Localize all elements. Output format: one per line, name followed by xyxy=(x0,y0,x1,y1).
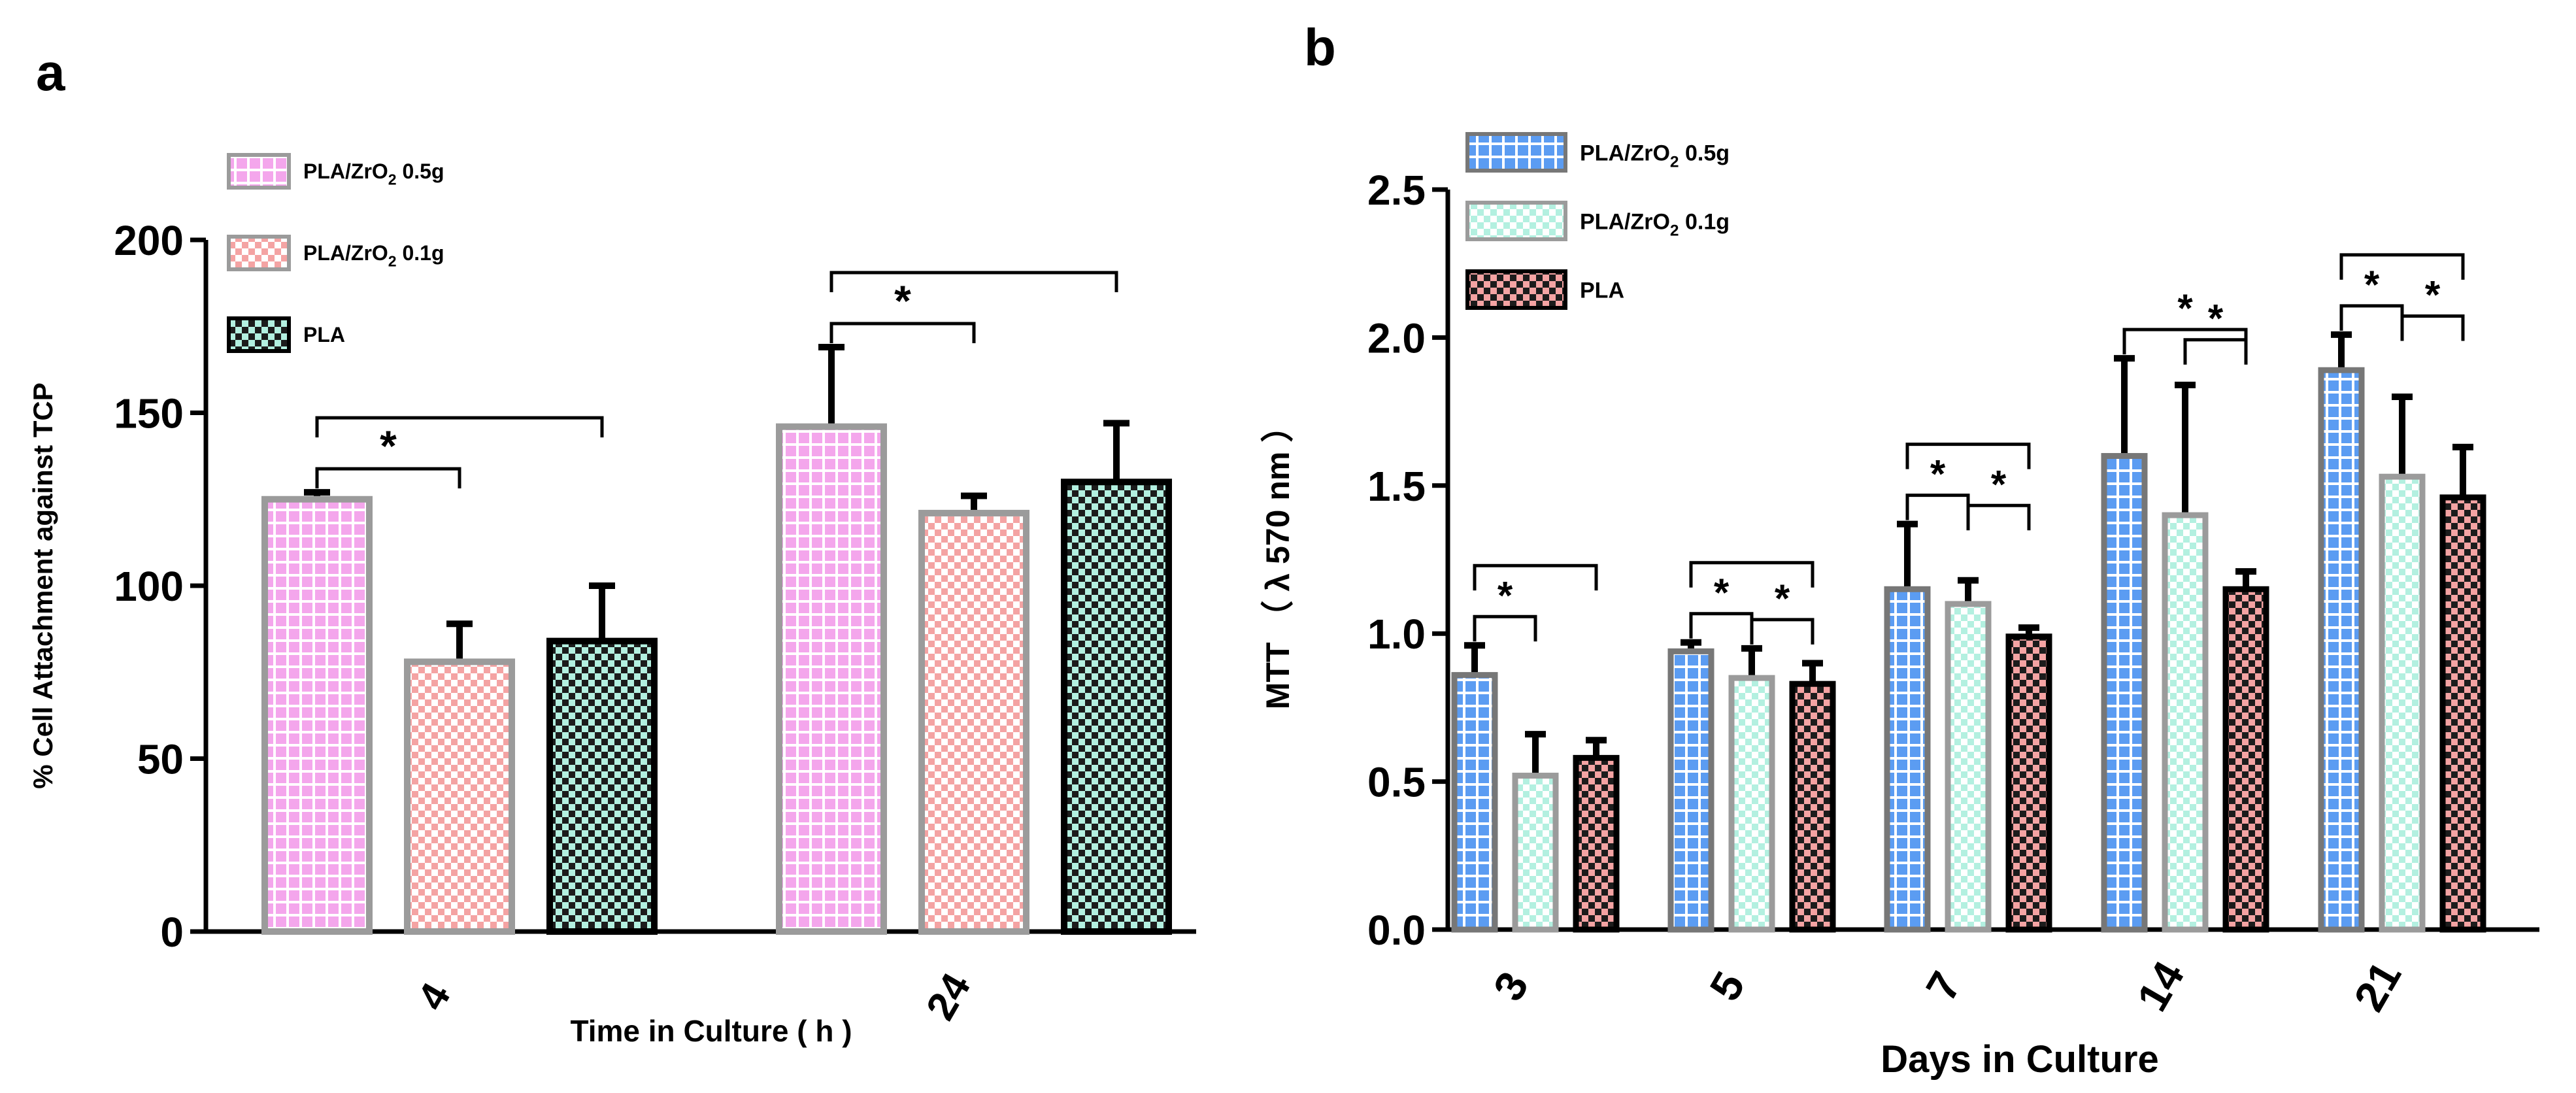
significance-star: * xyxy=(2425,273,2441,316)
bar-b-series-0-cat-3 xyxy=(1451,672,1498,933)
significance-bracket xyxy=(1473,614,1537,642)
legend-swatch xyxy=(1465,201,1567,241)
significance-star: * xyxy=(1714,571,1730,614)
bar-b-series-1-cat-3 xyxy=(1512,773,1559,933)
significance-star: * xyxy=(1930,452,1946,496)
y-tick-label: 50 xyxy=(137,736,184,783)
y-tick-label: 1.5 xyxy=(1367,463,1426,510)
panel-a-chart: 0 50 100 150 200 % Cell Attachment against TC… xyxy=(27,153,1196,1048)
y-tick-label: 2.5 xyxy=(1367,167,1426,214)
significance-star: * xyxy=(894,277,911,325)
bar-b-series-0-cat-21 xyxy=(2318,367,2365,933)
legend-label: PLA/ZrO2 0.1g xyxy=(1580,209,1730,239)
legend-label: PLA xyxy=(1580,278,1624,303)
significance-bracket xyxy=(1689,612,1754,639)
x-axis-title: Time in Culture ( h ) xyxy=(570,1014,852,1048)
bar-a-series-0-cat-24 xyxy=(776,423,887,935)
significance-bracket xyxy=(2400,314,2465,341)
significance-bracket xyxy=(2183,338,2248,365)
bar-b-series-1-cat-5 xyxy=(1728,675,1775,933)
x-tick-label: 14 xyxy=(2128,953,2194,1019)
significance-bracket xyxy=(2122,328,2248,355)
significance-star: * xyxy=(1991,462,2007,506)
significance-bracket xyxy=(1905,494,1970,520)
significance-star: * xyxy=(380,422,397,470)
significance-bracket xyxy=(1966,503,2031,531)
significance-bracket xyxy=(1689,561,1815,588)
x-tick-label: 21 xyxy=(2345,953,2411,1019)
significance-bracket xyxy=(2339,253,2465,280)
significance-bracket xyxy=(1750,618,1815,645)
bar-a-series-2-cat-24 xyxy=(1061,479,1172,935)
bar-a-series-0-cat-4 xyxy=(261,496,373,935)
significance-bracket xyxy=(2339,304,2404,331)
panel-b-chart: 0.0 0.5 1.0 1.5 2.0 2.5 MTT （ λ 570 nm ） Days i… xyxy=(1260,132,2539,1081)
bar-a-series-1-cat-4 xyxy=(404,658,515,935)
significance-bracket xyxy=(1473,563,1598,591)
panel-a-label: a xyxy=(36,43,65,101)
legend-swatch xyxy=(1465,269,1567,310)
x-tick-label: 24 xyxy=(918,966,979,1028)
bar-b-series-2-cat-7 xyxy=(2005,633,2052,933)
significance-bracket xyxy=(315,467,461,489)
legend-label: PLA/ZrO2 0.5g xyxy=(1580,141,1730,171)
bar-b-series-0-cat-5 xyxy=(1667,648,1715,933)
bar-b-series-0-cat-14 xyxy=(2101,453,2148,933)
bar-b-series-2-cat-21 xyxy=(2439,494,2486,933)
bar-b-series-0-cat-7 xyxy=(1884,586,1931,933)
legend-label: PLA xyxy=(303,323,345,346)
significance-bracket xyxy=(829,271,1118,292)
significance-star: * xyxy=(1775,577,1790,620)
legend-swatch xyxy=(1465,132,1567,173)
bar-a-series-1-cat-24 xyxy=(918,509,1029,935)
y-tick-label: 100 xyxy=(114,563,184,610)
y-axis-title: % Cell Attachment against TCP xyxy=(27,382,58,789)
legend-swatch xyxy=(227,235,291,271)
bar-b-series-2-cat-3 xyxy=(1573,754,1620,933)
x-tick-label: 3 xyxy=(1484,964,1537,1009)
panel-b-label: b xyxy=(1304,18,1336,76)
legend-label: PLA/ZrO2 0.5g xyxy=(303,160,444,188)
y-tick-label: 2.0 xyxy=(1367,314,1426,362)
y-tick-label: 200 xyxy=(114,217,184,264)
significance-bracket xyxy=(829,322,976,343)
legend-label: PLA/ZrO2 0.1g xyxy=(303,241,444,270)
significance-star: * xyxy=(2177,286,2193,330)
y-axis-title: MTT （ λ 570 nm ） xyxy=(1260,410,1296,709)
significance-star: * xyxy=(2208,297,2224,341)
y-tick-label: 150 xyxy=(114,390,184,437)
x-tick-label: 4 xyxy=(409,975,460,1018)
bar-a-series-2-cat-4 xyxy=(546,637,658,935)
y-tick-label: 0.5 xyxy=(1367,759,1426,806)
significance-star: * xyxy=(1497,573,1513,617)
y-tick-label: 0.0 xyxy=(1367,907,1426,954)
significance-star: * xyxy=(2364,263,2380,307)
legend-swatch xyxy=(227,316,291,353)
significance-bracket xyxy=(315,416,604,438)
bar-b-series-2-cat-5 xyxy=(1789,681,1836,933)
bar-b-series-1-cat-14 xyxy=(2162,512,2209,933)
y-tick-label: 0 xyxy=(160,909,184,956)
bar-b-series-1-cat-21 xyxy=(2379,473,2426,933)
legend-swatch xyxy=(227,153,291,190)
x-tick-label: 5 xyxy=(1700,964,1754,1009)
x-axis-title: Days in Culture xyxy=(1881,1038,2158,1081)
bar-b-series-2-cat-14 xyxy=(2222,586,2269,933)
significance-bracket xyxy=(1905,443,2031,469)
bar-b-series-1-cat-7 xyxy=(1945,601,1992,933)
y-tick-label: 1.0 xyxy=(1367,611,1426,658)
x-tick-label: 7 xyxy=(1916,964,1970,1009)
